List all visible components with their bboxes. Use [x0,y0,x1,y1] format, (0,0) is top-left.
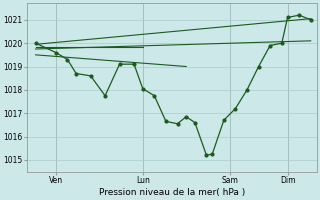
X-axis label: Pression niveau de la mer( hPa ): Pression niveau de la mer( hPa ) [99,188,245,197]
